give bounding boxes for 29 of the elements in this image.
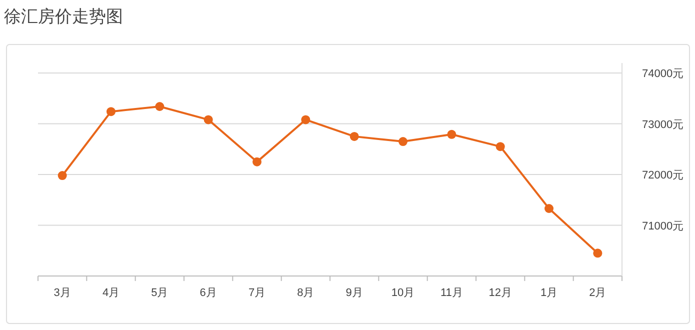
point xyxy=(301,115,310,124)
point xyxy=(58,171,67,180)
point xyxy=(106,107,116,116)
x-tick-label: 7月 xyxy=(248,287,266,299)
x-tick-label: 9月 xyxy=(346,287,363,299)
x-tick-label: 12月 xyxy=(488,287,512,299)
x-tick-label: 5月 xyxy=(151,287,168,299)
point xyxy=(593,248,602,258)
point xyxy=(398,137,408,146)
y-tick-label: 72000元 xyxy=(642,170,684,182)
x-tick-label: 10月 xyxy=(391,287,415,299)
x-tick-label: 3月 xyxy=(54,287,71,299)
point xyxy=(496,142,505,152)
y-tick-label: 74000元 xyxy=(642,68,684,80)
y-tick-label: 71000元 xyxy=(642,220,684,232)
y-tick-label: 73000元 xyxy=(642,118,684,131)
point xyxy=(204,115,213,124)
x-tick-label: 1月 xyxy=(540,287,558,299)
point xyxy=(350,132,359,141)
point xyxy=(544,204,554,214)
x-tick-label: 4月 xyxy=(102,287,120,299)
point xyxy=(155,102,164,111)
chart-title: 徐汇房价走势图 xyxy=(4,7,123,26)
x-tick-label: 2月 xyxy=(589,287,606,299)
point xyxy=(447,130,456,139)
x-tick-label: 6月 xyxy=(200,287,217,299)
x-tick-label: 8月 xyxy=(297,287,314,299)
point xyxy=(252,157,262,166)
x-tick-label: 11月 xyxy=(440,287,463,299)
